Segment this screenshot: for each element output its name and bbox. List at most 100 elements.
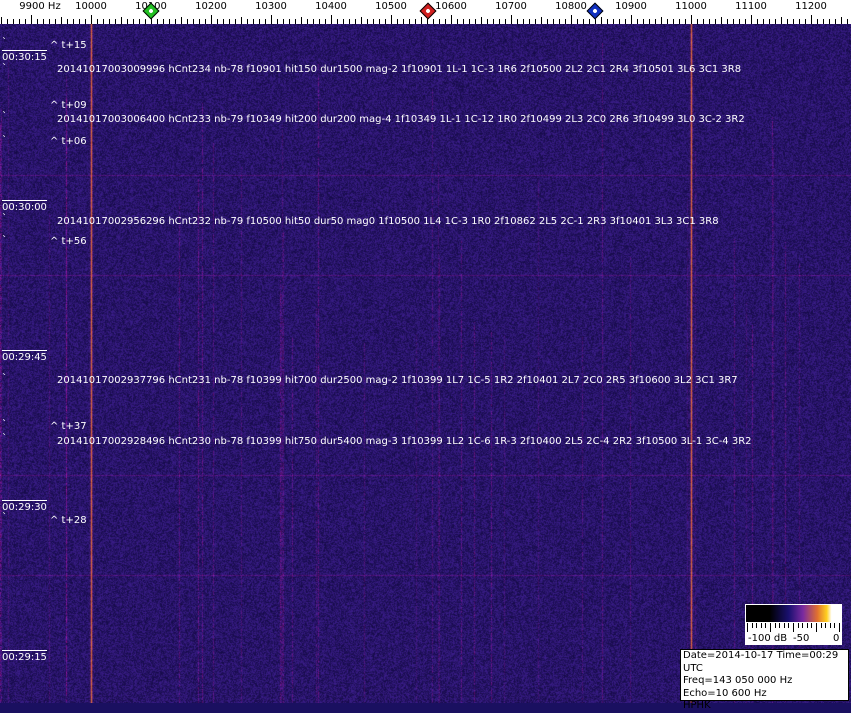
axis-tick [355, 19, 356, 24]
axis-tick [253, 19, 254, 24]
info-echo: Echo=10 600 Hz [683, 687, 767, 699]
axis-tick [187, 19, 188, 24]
axis-tick [559, 19, 560, 24]
axis-tick [571, 15, 572, 24]
axis-tick [445, 19, 446, 24]
axis-tick [547, 19, 548, 24]
axis-tick [109, 19, 110, 24]
axis-tick [343, 19, 344, 24]
axis-tick [199, 19, 200, 24]
waterfall-spectrogram [0, 24, 851, 703]
axis-tick [97, 19, 98, 24]
axis-tick [757, 19, 758, 24]
axis-tick [235, 19, 236, 24]
axis-tick [817, 19, 818, 24]
axis-tick [43, 19, 44, 24]
axis-tick [325, 19, 326, 24]
axis-tick [67, 19, 68, 24]
axis-tick [307, 19, 308, 24]
axis-tick [619, 19, 620, 24]
axis-tick [361, 17, 362, 24]
axis-tick [451, 15, 452, 24]
axis-tick [1, 17, 2, 24]
axis-tick [385, 19, 386, 24]
axis-tick-label: 10900 [615, 1, 647, 12]
axis-tick [367, 19, 368, 24]
axis-tick [439, 19, 440, 24]
axis-tick [337, 19, 338, 24]
axis-tick [739, 19, 740, 24]
axis-tick [19, 19, 20, 24]
axis-tick-label: 10500 [375, 1, 407, 12]
axis-tick-label: 10000 [75, 1, 107, 12]
axis-tick [811, 15, 812, 24]
axis-tick [403, 19, 404, 24]
time-offset-label: ^ t+09 [50, 100, 87, 111]
colorbar-label-mid: -50 [793, 633, 810, 644]
axis-tick [529, 19, 530, 24]
axis-tick [469, 19, 470, 24]
axis-tick [613, 19, 614, 24]
colorbar: -100 dB -50 0 [745, 604, 842, 645]
colorbar-tick [811, 623, 813, 628]
axis-tick [13, 19, 14, 24]
info-station: HPHK [683, 700, 711, 711]
info-box: Date=2014-10-17 Time=00:29 UTC Freq=143 … [680, 649, 849, 711]
axis-tick-label: 10700 [495, 1, 527, 12]
time-tick-mark: ` [2, 373, 7, 384]
time-offset-label: ^ t+06 [50, 136, 87, 147]
axis-tick [205, 19, 206, 24]
axis-tick [505, 19, 506, 24]
axis-tick [175, 19, 176, 24]
axis-tick [517, 19, 518, 24]
axis-tick [181, 17, 182, 24]
axis-tick [37, 19, 38, 24]
colorbar-tick [774, 623, 776, 628]
axis-tick [373, 19, 374, 24]
axis-tick [685, 19, 686, 24]
axis-tick [283, 19, 284, 24]
axis-tick [409, 19, 410, 24]
axis-tick [745, 19, 746, 24]
time-tick-mark: ` [2, 213, 7, 224]
colorbar-tick [783, 623, 785, 628]
axis-tick [697, 19, 698, 24]
axis-tick [427, 19, 428, 24]
axis-tick [7, 19, 8, 24]
axis-tick [79, 19, 80, 24]
axis-tick [391, 15, 392, 24]
axis-tick [313, 19, 314, 24]
axis-tick [121, 17, 122, 24]
axis-tick-label: 10200 [195, 1, 227, 12]
axis-tick [655, 19, 656, 24]
axis-tick [349, 19, 350, 24]
axis-tick [769, 19, 770, 24]
axis-tick [421, 17, 422, 24]
axis-tick-label: 10300 [255, 1, 287, 12]
colorbar-label-max: 0 [833, 633, 840, 644]
axis-tick [127, 19, 128, 24]
detection-record: 20141017002928496 hCnt230 nb-78 f10399 h… [57, 436, 752, 447]
axis-tick [841, 17, 842, 24]
axis-tick [499, 19, 500, 24]
axis-tick [847, 19, 848, 24]
colorbar-tick [788, 623, 790, 628]
axis-tick [133, 19, 134, 24]
axis-tick [661, 17, 662, 24]
info-freq: Freq=143 050 000 Hz [683, 675, 793, 686]
axis-tick [721, 17, 722, 24]
axis-tick [223, 19, 224, 24]
axis-tick-label: 10600 [435, 1, 467, 12]
detection-record: 20141017003009996 hCnt234 nb-78 f10901 h… [57, 64, 742, 75]
colorbar-tick [760, 623, 762, 628]
colorbar-tick [751, 623, 753, 628]
axis-tick [553, 19, 554, 24]
colorbar-gradient [746, 605, 841, 622]
axis-tick [85, 19, 86, 24]
axis-tick [277, 19, 278, 24]
axis-tick [805, 19, 806, 24]
axis-tick [493, 19, 494, 24]
axis-tick [835, 19, 836, 24]
axis-tick-label: 10400 [315, 1, 347, 12]
time-tick-mark: ` [2, 37, 7, 48]
